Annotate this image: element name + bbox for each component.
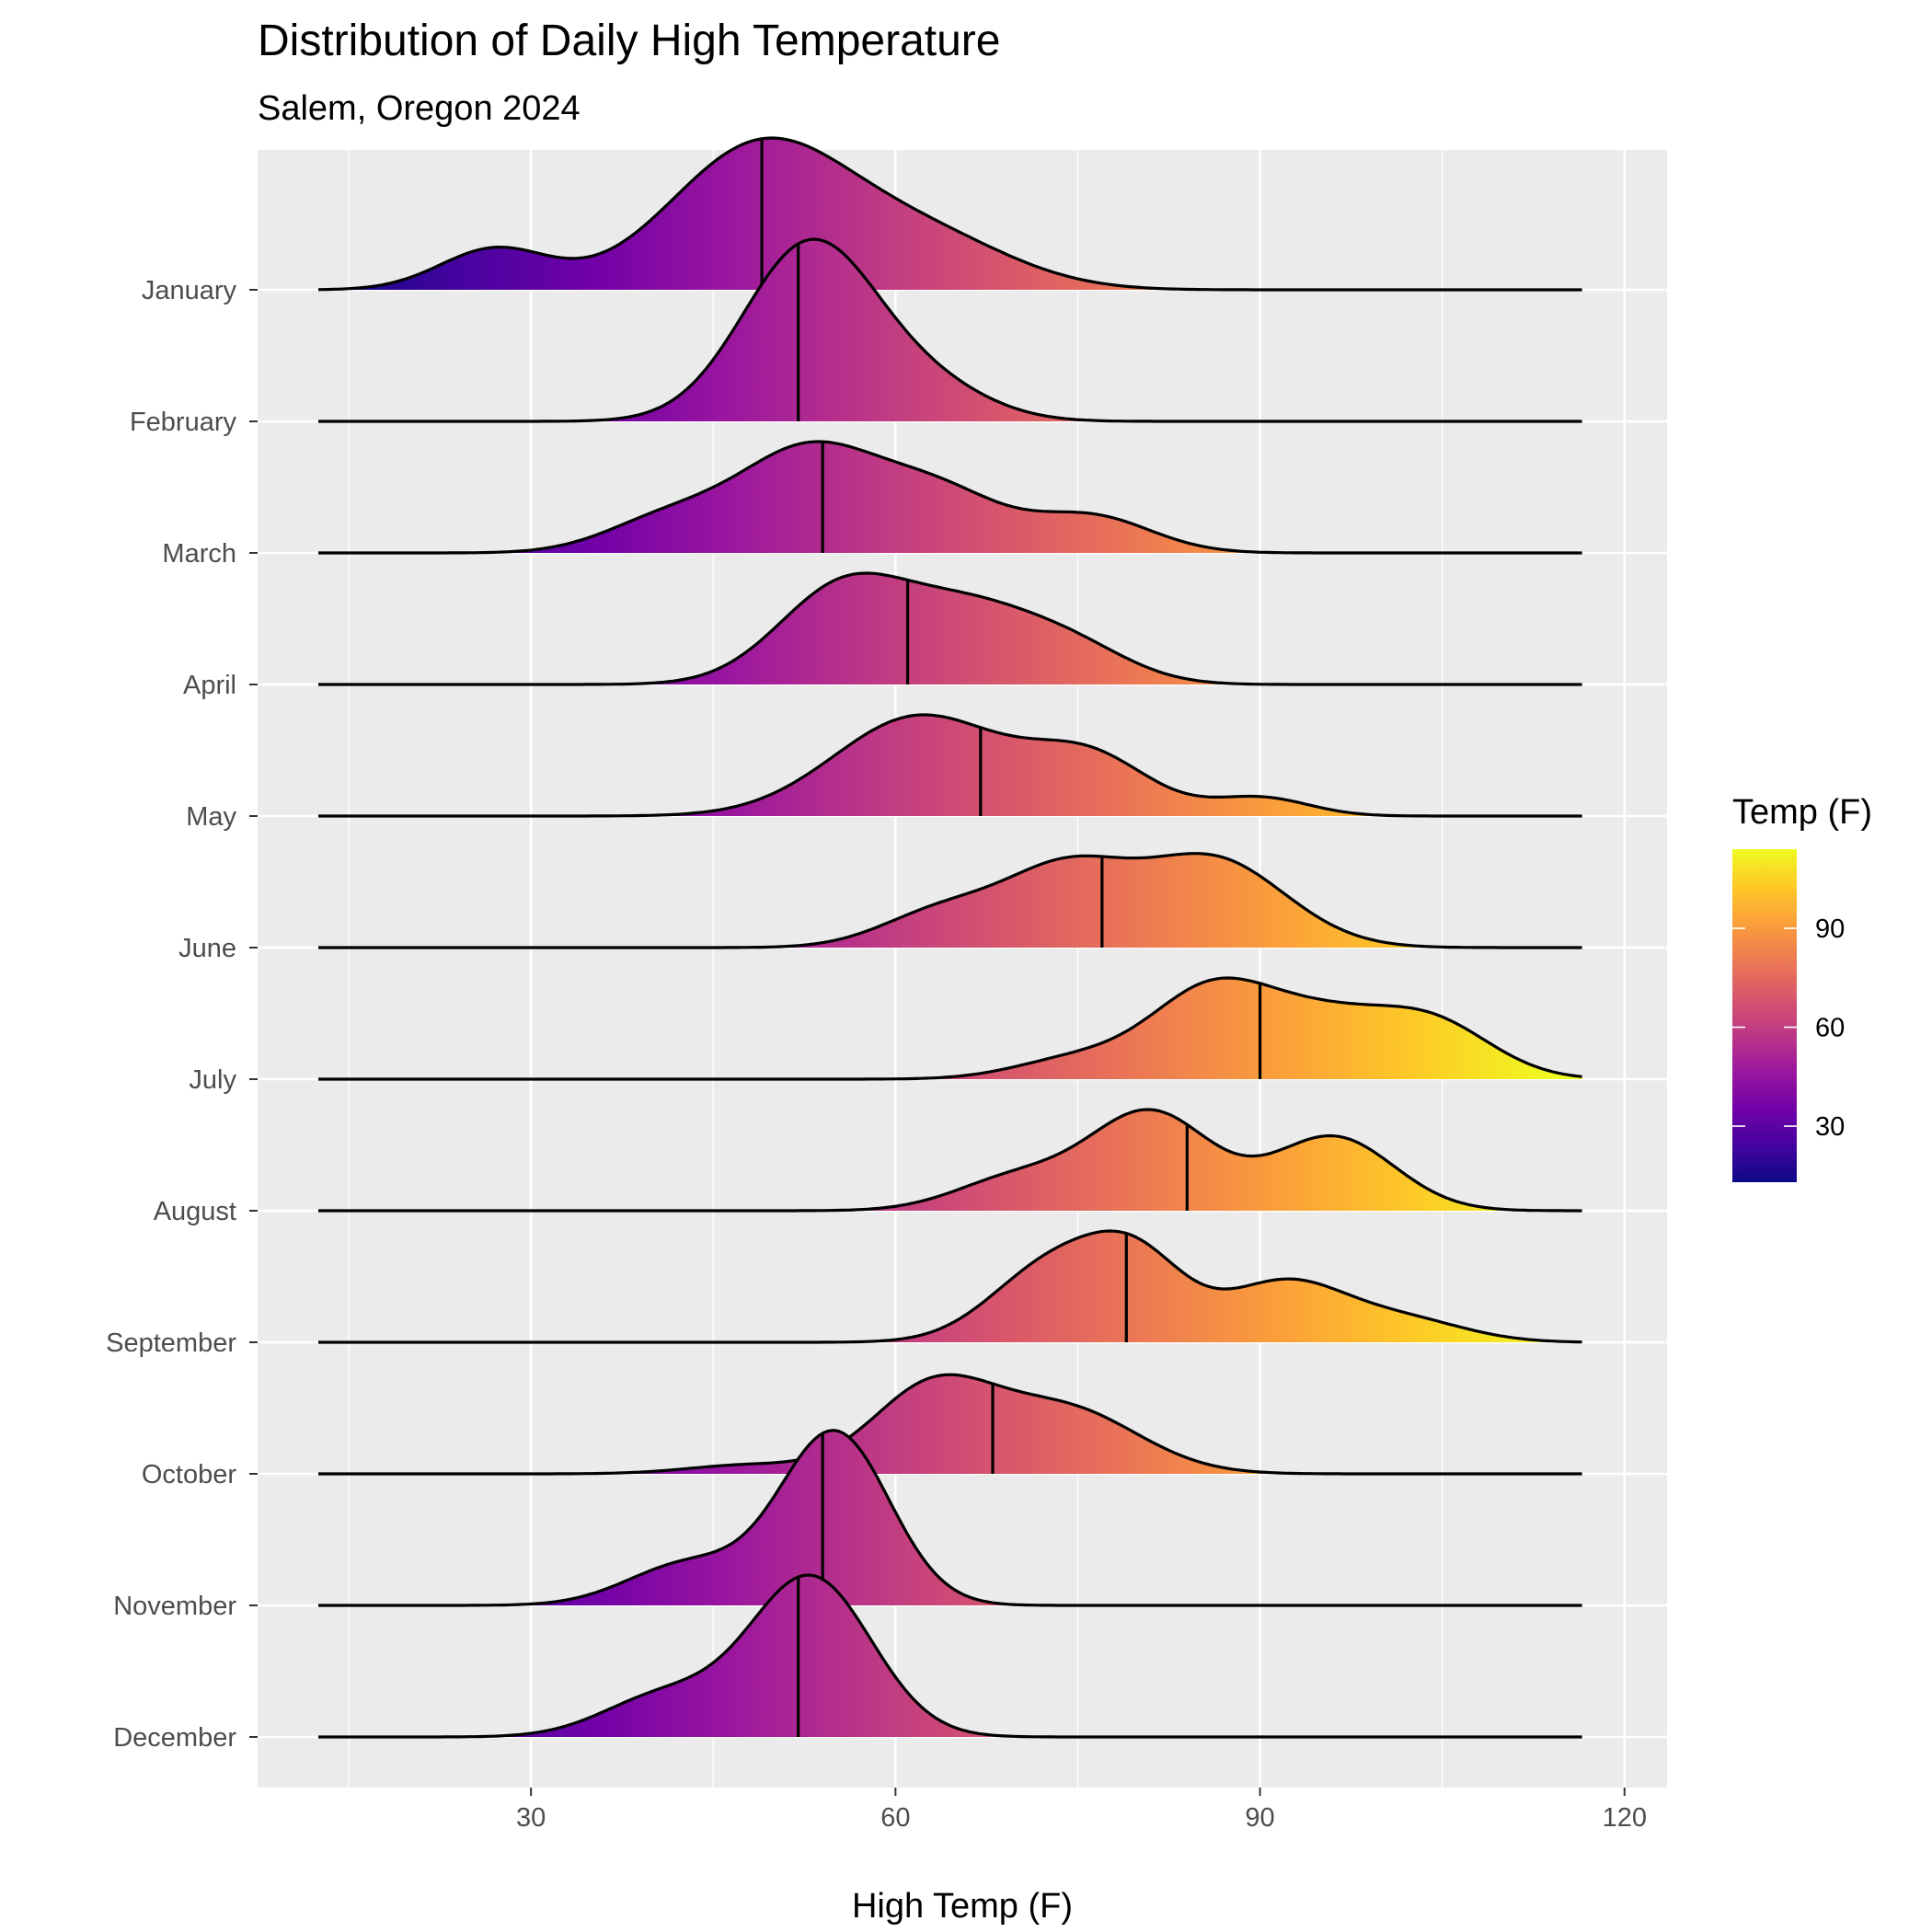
ridge-december — [318, 1573, 1582, 1739]
ridge-october — [318, 1373, 1582, 1476]
ridge-outline — [318, 1229, 1582, 1344]
ridge-outline — [318, 237, 1582, 423]
ridge-july — [318, 976, 1582, 1081]
ridge-february — [318, 237, 1582, 423]
ridge-fill — [318, 239, 1582, 421]
y-tick-label: February — [130, 408, 237, 437]
ridge-january — [317, 136, 1582, 292]
ridge-outline — [318, 571, 1582, 686]
ridge-outline — [318, 1429, 1582, 1607]
ridge-fill — [318, 978, 1582, 1079]
legend-tick-label: 90 — [1815, 914, 1845, 944]
y-tick-label: July — [189, 1065, 236, 1095]
y-axis: January February March April May June July Augu… — [106, 276, 258, 1753]
y-tick-label: June — [178, 934, 236, 963]
chart-subtitle: Salem, Oregon 2024 — [258, 89, 581, 128]
ridge-november — [318, 1429, 1582, 1607]
ridge-outline — [318, 713, 1582, 818]
x-tick-label: 60 — [880, 1803, 910, 1833]
y-tick-label: December — [113, 1723, 236, 1753]
ridge-outline — [318, 1108, 1582, 1213]
ridge-june — [318, 852, 1582, 949]
legend-ticks: 30 60 90 — [1732, 914, 1845, 1142]
ridge-outline — [318, 976, 1582, 1081]
ridge-march — [318, 440, 1582, 555]
ridge-outline — [317, 136, 1582, 292]
y-tick-label: August — [154, 1197, 236, 1226]
ridge-fill — [318, 1231, 1582, 1342]
ridge-fill — [318, 1110, 1582, 1211]
x-axis: 30 60 90 120 — [516, 1788, 1647, 1833]
x-tick-label: 30 — [516, 1803, 546, 1833]
x-tick-label: 90 — [1245, 1803, 1274, 1833]
ridge-outline — [318, 1373, 1582, 1476]
ridge-fill — [318, 442, 1582, 553]
ridge-fill — [318, 573, 1582, 684]
ridge-fill — [318, 138, 1582, 290]
chart-title: Distribution of Daily High Temperature — [258, 17, 1000, 65]
ridge-outline — [318, 852, 1582, 949]
y-tick-label: March — [162, 539, 236, 569]
ridge-april — [318, 571, 1582, 686]
legend: Temp (F) 30 60 90 — [1732, 793, 1872, 1182]
x-axis-title: High Temp (F) — [852, 1887, 1073, 1926]
ridge-fill — [318, 1374, 1582, 1474]
x-tick-label: 120 — [1603, 1803, 1647, 1833]
color-bar — [1732, 849, 1797, 1182]
legend-title: Temp (F) — [1732, 793, 1872, 832]
ridge-may — [318, 713, 1582, 818]
legend-tick-label: 60 — [1815, 1014, 1845, 1043]
ridge-august — [318, 1108, 1582, 1213]
y-tick-label: May — [186, 802, 236, 832]
ridge-fill — [318, 715, 1582, 816]
y-tick-label: April — [183, 671, 236, 700]
ridges — [317, 136, 1582, 1739]
y-tick-label: January — [142, 276, 237, 305]
y-tick-label: September — [106, 1328, 236, 1358]
ridge-outline — [318, 1573, 1582, 1739]
y-tick-label: November — [113, 1592, 236, 1621]
ridge-september — [318, 1229, 1582, 1344]
y-tick-label: October — [142, 1460, 236, 1489]
plot-panel — [258, 150, 1667, 1788]
legend-tick-label: 30 — [1815, 1112, 1845, 1142]
ridge-outline — [318, 440, 1582, 555]
